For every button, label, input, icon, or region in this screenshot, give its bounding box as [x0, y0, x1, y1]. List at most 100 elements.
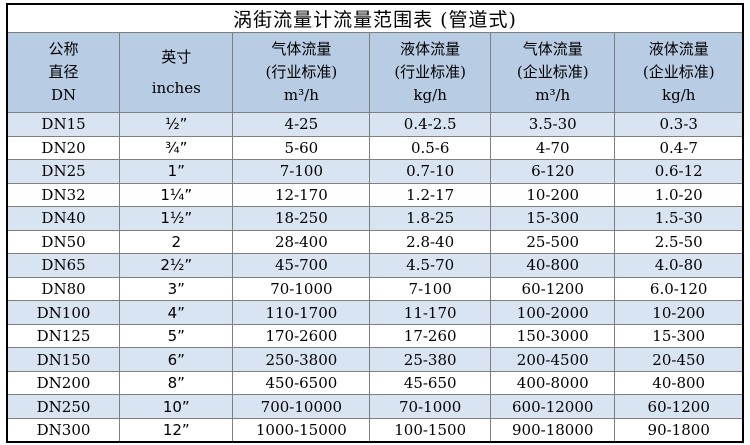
- cell-liquid-enterprise: 4.0-80: [614, 253, 744, 278]
- cell-dn: DN80: [6, 276, 121, 302]
- cell-liquid-industry: 7-100: [369, 276, 492, 302]
- header-row: 公称 直径 DN 英寸 inches 气体流量 (行业标准) m³/h 液体流量 (行业标准) kg…: [6, 32, 744, 113]
- header-line: 公称: [48, 39, 79, 58]
- header-line: kg/h: [662, 86, 696, 105]
- column-header-lines: 液体流量 (企业标准) kg/h: [616, 34, 742, 112]
- cell-inches: 2½”: [119, 253, 234, 278]
- cell-liquid-industry: 17-260: [369, 323, 492, 349]
- cell-gas-industry: 7-100: [232, 159, 371, 184]
- cell-inches: 3”: [119, 276, 234, 302]
- cell-liquid-industry: 2.8-40: [369, 229, 492, 255]
- header-line: m³/h: [535, 86, 571, 105]
- cell-dn: DN65: [6, 253, 121, 278]
- column-header-lines: 公称直径 DN: [8, 34, 119, 112]
- cell-dn: DN20: [6, 135, 121, 161]
- cell-inches: ¾”: [119, 135, 234, 161]
- column-header-lines: 液体流量 (行业标准) kg/h: [371, 34, 490, 112]
- cell-dn: DN40: [6, 206, 121, 231]
- cell-inches: 8”: [119, 370, 234, 396]
- cell-gas-enterprise: 900-18000: [490, 417, 616, 443]
- cell-gas-enterprise: 150-3000: [490, 323, 616, 349]
- table-row-dn20: DN20 ¾” 5-60 0.5-6 4-70 0.4-7: [6, 135, 744, 161]
- flow-range-table: 涡街流量计流量范围表 (管道式) 公称 直径 DN 英寸 inches 气体流量 (行业标准…: [6, 3, 744, 443]
- header-line: (企业标准): [516, 63, 589, 81]
- cell-dn: DN200: [6, 370, 121, 396]
- cell-gas-industry: 28-400: [232, 229, 371, 255]
- cell-dn: DN50: [6, 229, 121, 255]
- table-body: DN15 ½” 4-25 0.4-2.5 3.5-30 0.3-3 DN20 ¾” 5-60 0.…: [6, 112, 744, 443]
- cell-liquid-industry: 1.8-25: [369, 206, 492, 231]
- cell-inches: 6”: [119, 347, 234, 372]
- cell-liquid-enterprise: 60-1200: [614, 394, 744, 419]
- column-header-lines: 英寸 inches: [121, 34, 232, 112]
- header-line: (行业标准): [394, 63, 467, 81]
- column-header-inches: 英寸 inches: [119, 32, 234, 113]
- header-line: (企业标准): [642, 63, 715, 81]
- header-line: 液体流量: [400, 39, 461, 58]
- cell-inches: 4”: [119, 300, 234, 325]
- cell-liquid-industry: 4.5-70: [369, 253, 492, 278]
- header-line: m³/h: [283, 86, 319, 105]
- cell-gas-industry: 110-1700: [232, 300, 371, 325]
- cell-liquid-industry: 0.4-2.5: [369, 112, 492, 137]
- cell-gas-enterprise: 40-800: [490, 253, 616, 278]
- cell-gas-enterprise: 60-1200: [490, 276, 616, 302]
- column-header-liquid-industry: 液体流量 (行业标准) kg/h: [369, 32, 492, 113]
- column-header-lines: 气体流量 (企业标准) m³/h: [492, 34, 614, 112]
- cell-inches: 1¼”: [119, 182, 234, 208]
- cell-liquid-industry: 100-1500: [369, 417, 492, 443]
- header-line: kg/h: [413, 86, 447, 105]
- cell-inches: ½”: [119, 112, 234, 137]
- cell-liquid-industry: 0.5-6: [369, 135, 492, 161]
- cell-dn: DN100: [6, 300, 121, 325]
- cell-gas-industry: 170-2600: [232, 323, 371, 349]
- cell-liquid-enterprise: 15-300: [614, 323, 744, 349]
- cell-gas-enterprise: 200-4500: [490, 347, 616, 372]
- cell-gas-industry: 5-60: [232, 135, 371, 161]
- cell-inches: 10”: [119, 394, 234, 419]
- cell-liquid-industry: 1.2-17: [369, 182, 492, 208]
- cell-gas-enterprise: 25-500: [490, 229, 616, 255]
- cell-liquid-enterprise: 20-450: [614, 347, 744, 372]
- column-header-liquid-enterprise: 液体流量 (企业标准) kg/h: [614, 32, 744, 113]
- cell-gas-enterprise: 3.5-30: [490, 112, 616, 137]
- cell-liquid-enterprise: 90-1800: [614, 417, 744, 443]
- cell-inches: 12”: [119, 417, 234, 443]
- cell-liquid-industry: 11-170: [369, 300, 492, 325]
- cell-liquid-enterprise: 0.4-7: [614, 135, 744, 161]
- table-row-dn65: DN65 2½” 45-700 4.5-70 40-800 4.0-80: [6, 253, 744, 278]
- cell-gas-enterprise: 6-120: [490, 159, 616, 184]
- cell-liquid-enterprise: 10-200: [614, 300, 744, 325]
- table-row-dn300: DN300 12” 1000-15000 100-1500 900-18000 90-18…: [6, 417, 744, 443]
- table-row-dn200: DN200 8” 450-6500 45-650 400-8000 40-800: [6, 370, 744, 396]
- header-line: 气体流量: [522, 39, 583, 58]
- header-line: 直径: [48, 63, 79, 81]
- cell-dn: DN150: [6, 347, 121, 372]
- cell-gas-industry: 4-25: [232, 112, 371, 137]
- header-line: 英寸: [161, 47, 192, 66]
- cell-inches: 5”: [119, 323, 234, 349]
- cell-dn: DN25: [6, 159, 121, 184]
- table-row-dn15: DN15 ½” 4-25 0.4-2.5 3.5-30 0.3-3: [6, 112, 744, 137]
- cell-dn: DN250: [6, 394, 121, 419]
- cell-inches: 2: [119, 229, 234, 255]
- cell-dn: DN15: [6, 112, 121, 137]
- cell-gas-industry: 18-250: [232, 206, 371, 231]
- column-header-lines: 气体流量 (行业标准) m³/h: [234, 34, 369, 112]
- cell-gas-enterprise: 600-12000: [490, 394, 616, 419]
- column-header-dn: 公称直径 DN: [6, 32, 121, 113]
- table-row-dn40: DN40 1½” 18-250 1.8-25 15-300 1.5-30: [6, 206, 744, 231]
- header-line: DN: [50, 86, 77, 105]
- table-row-dn100: DN100 4” 110-1700 11-170 100-2000 10-200: [6, 300, 744, 325]
- cell-liquid-industry: 0.7-10: [369, 159, 492, 184]
- table-row-dn25: DN25 1” 7-100 0.7-10 6-120 0.6-12: [6, 159, 744, 184]
- cell-dn: DN125: [6, 323, 121, 349]
- cell-liquid-industry: 45-650: [369, 370, 492, 396]
- header-line: inches: [151, 78, 201, 97]
- cell-liquid-enterprise: 40-800: [614, 370, 744, 396]
- cell-liquid-enterprise: 1.0-20: [614, 182, 744, 208]
- cell-gas-enterprise: 15-300: [490, 206, 616, 231]
- column-header-gas-enterprise: 气体流量 (企业标准) m³/h: [490, 32, 616, 113]
- cell-gas-enterprise: 10-200: [490, 182, 616, 208]
